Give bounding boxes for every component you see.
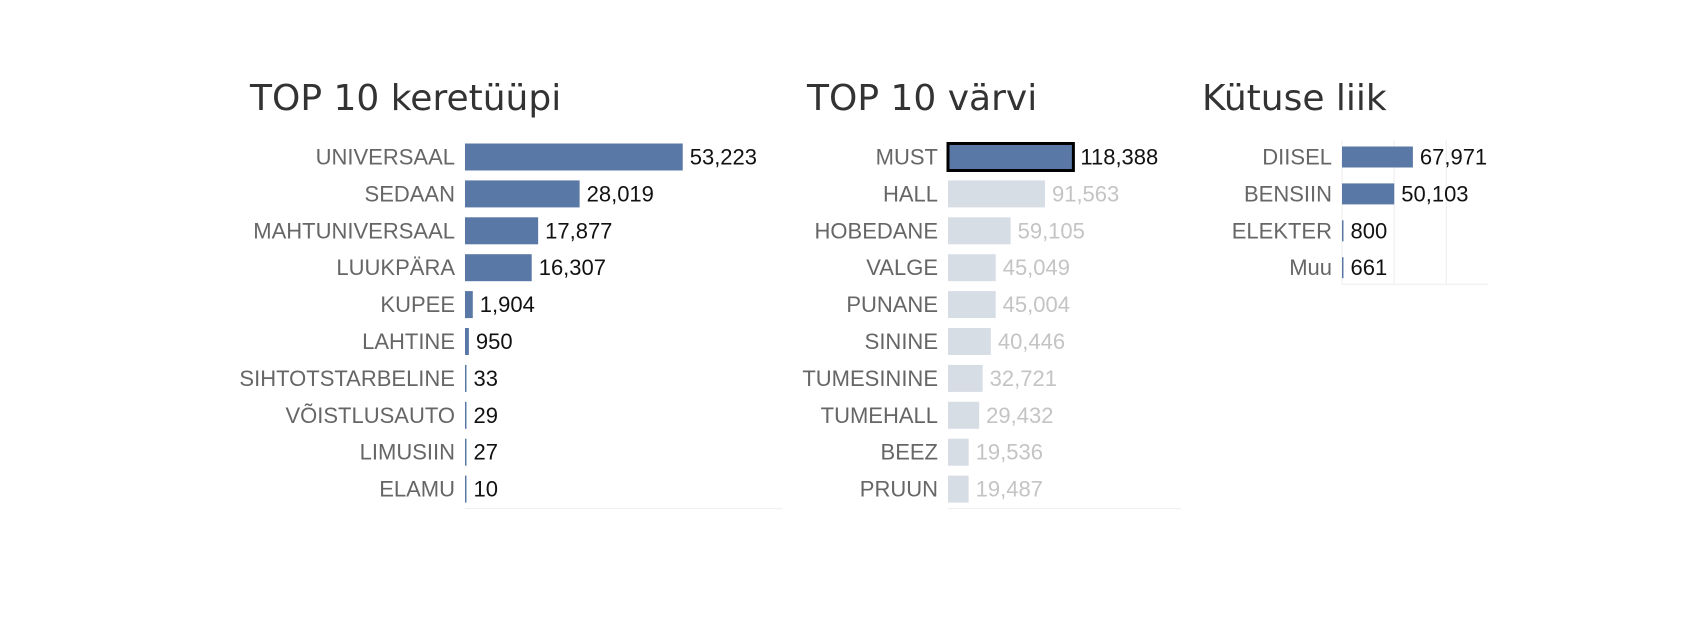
category-label-luukpara: LUUKPÄRA <box>336 255 455 280</box>
category-label-valge: VALGE <box>866 255 938 280</box>
bar-luukpara[interactable] <box>465 254 532 282</box>
value-label-mahtuniversaal: 17,877 <box>545 218 612 243</box>
category-label-bensiin: BENSIIN <box>1244 181 1332 206</box>
value-label-sinine: 40,446 <box>998 329 1065 354</box>
category-label-pruun: PRUUN <box>860 477 938 502</box>
value-label-voistlusauto: 29 <box>474 403 498 428</box>
bar-sedaan[interactable] <box>465 180 580 208</box>
value-label-hall: 91,563 <box>1052 181 1119 206</box>
category-label-limusiin: LIMUSIIN <box>360 440 455 465</box>
bar-muu[interactable] <box>1342 257 1344 279</box>
category-label-sihtotstarbeline: SIHTOTSTARBELINE <box>239 366 455 391</box>
value-label-limusiin: 27 <box>474 440 498 465</box>
bar-beez[interactable] <box>948 438 969 466</box>
category-label-hall: HALL <box>883 181 938 206</box>
value-label-luukpara: 16,307 <box>539 255 606 280</box>
value-label-kupee: 1,904 <box>480 292 535 317</box>
category-label-beez: BEEZ <box>881 440 938 465</box>
chart-title-body-types: TOP 10 keretüüpi <box>250 78 562 119</box>
value-label-diisel: 67,971 <box>1420 145 1487 170</box>
category-label-punane: PUNANE <box>846 292 938 317</box>
value-label-must: 118,388 <box>1080 145 1158 170</box>
category-label-universaal: UNIVERSAAL <box>316 145 455 170</box>
category-label-elekter: ELEKTER <box>1232 218 1332 243</box>
bar-elekter[interactable] <box>1342 220 1344 242</box>
bar-elamu[interactable] <box>465 475 467 503</box>
bar-punane[interactable] <box>948 291 996 319</box>
bar-sinine[interactable] <box>948 328 991 355</box>
category-label-mahtuniversaal: MAHTUNIVERSAAL <box>253 218 455 243</box>
value-label-tumesinine: 32,721 <box>990 366 1057 391</box>
bar-must[interactable] <box>946 142 1075 172</box>
chart-title-fuel-types: Kütuse liik <box>1202 78 1387 119</box>
category-label-sinine: SININE <box>865 329 938 354</box>
bar-chart-colors: MUST 118,388 HALL 91,563 HOBEDANE 59,105 VALGE… <box>802 142 1181 510</box>
bar-chart-body-types: UNIVERSAAL 53,223 SEDAAN 28,019 MAHTUNIVERSA… <box>239 143 782 510</box>
bar-lahtine[interactable] <box>465 328 469 355</box>
value-label-pruun: 19,487 <box>976 477 1043 502</box>
category-label-lahtine: LAHTINE <box>362 329 455 354</box>
category-label-tumehall: TUMEHALL <box>821 403 938 428</box>
bar-hall[interactable] <box>948 180 1045 208</box>
value-label-sedaan: 28,019 <box>587 181 654 206</box>
value-label-punane: 45,004 <box>1003 292 1070 317</box>
value-label-universaal: 53,223 <box>690 145 757 170</box>
value-label-tumehall: 29,432 <box>986 403 1053 428</box>
category-label-tumesinine: TUMESININE <box>802 366 938 391</box>
value-label-beez: 19,536 <box>976 440 1043 465</box>
value-label-elekter: 800 <box>1351 218 1388 243</box>
value-label-hobedane: 59,105 <box>1018 218 1085 243</box>
value-label-lahtine: 950 <box>476 329 513 354</box>
bar-tumesinine[interactable] <box>948 364 983 392</box>
bar-universaal[interactable] <box>465 143 683 171</box>
bar-diisel[interactable] <box>1342 146 1413 168</box>
bar-valge[interactable] <box>948 254 996 282</box>
category-label-must: MUST <box>876 145 938 170</box>
chart-title-colors: TOP 10 värvi <box>807 78 1038 119</box>
bar-tumehall[interactable] <box>948 401 980 429</box>
category-label-muu: Muu <box>1289 255 1332 280</box>
category-label-hobedane: HOBEDANE <box>815 218 938 243</box>
bar-sihtotstarbeline[interactable] <box>465 364 467 392</box>
category-label-diisel: DIISEL <box>1262 145 1332 170</box>
chart-panel-body-types: TOP 10 keretüüpi UNIVERSAAL 53,223 SEDAAN 2… <box>0 0 790 644</box>
value-label-muu: 661 <box>1351 255 1388 280</box>
value-label-valge: 45,049 <box>1003 255 1070 280</box>
category-label-voistlusauto: VÕISTLUSAUTO <box>285 403 455 428</box>
bar-voistlusauto[interactable] <box>465 401 467 429</box>
bar-kupee[interactable] <box>465 291 473 319</box>
value-label-bensiin: 50,103 <box>1401 181 1468 206</box>
value-label-sihtotstarbeline: 33 <box>474 366 498 391</box>
category-label-sedaan: SEDAAN <box>365 181 455 206</box>
bar-chart-fuel-types: DIISEL 67,971 BENSIIN 50,103 ELEKTER 800 Muu 66… <box>1232 140 1488 285</box>
bar-pruun[interactable] <box>948 475 969 503</box>
chart-panel-fuel-types: Kütuse liik DIISEL 67,971 BENSIIN 50,103 ELE… <box>1202 78 1488 285</box>
bar-bensiin[interactable] <box>1342 183 1395 205</box>
category-label-elamu: ELAMU <box>379 477 455 502</box>
category-label-kupee: KUPEE <box>380 292 455 317</box>
value-label-elamu: 10 <box>474 477 498 502</box>
bar-hobedane[interactable] <box>948 217 1011 245</box>
chart-panel-colors: TOP 10 värvi MUST 118,388 HALL 91,563 HOBEDA… <box>802 78 1181 510</box>
bar-limusiin[interactable] <box>465 438 467 466</box>
bar-mahtuniversaal[interactable] <box>465 217 539 245</box>
